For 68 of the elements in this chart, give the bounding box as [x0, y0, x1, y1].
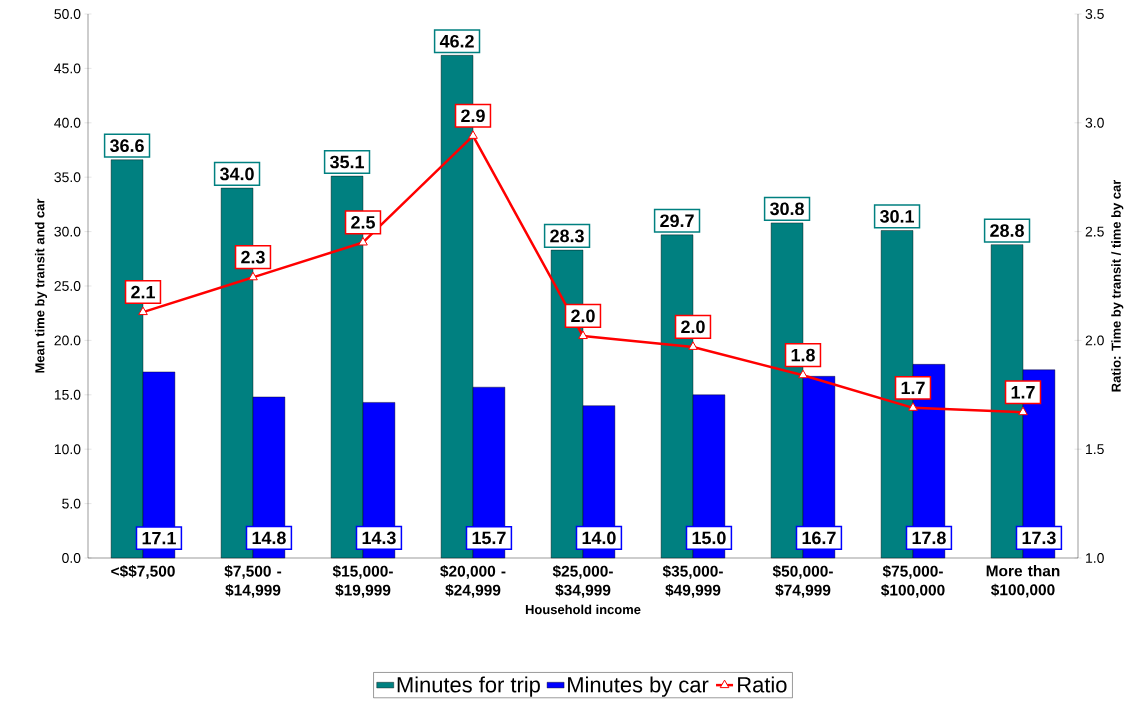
- data-label: 35.1: [330, 155, 365, 169]
- data-label: 28.3: [550, 229, 584, 243]
- data-label: 2.1: [131, 285, 155, 299]
- data-label: 30.8: [770, 202, 804, 216]
- data-label: 30.1: [880, 210, 915, 223]
- y2-tick-label: 1.0: [1086, 553, 1104, 563]
- data-label: 14.3: [362, 531, 396, 545]
- point: [248, 271, 258, 281]
- x-tick-label: $25,000-$34,999: [552, 565, 613, 598]
- y-tick-label: 40.0: [54, 117, 81, 128]
- y-tick-label: 35.0: [54, 172, 81, 183]
- data-label: 1.8: [791, 348, 815, 362]
- x-tick-label: $35,000-$49,999: [662, 565, 723, 598]
- y-tick-label: 5.0: [62, 498, 81, 509]
- point: [578, 330, 588, 340]
- data-label: 46.2: [439, 34, 474, 48]
- y2-tick-label: 1.5: [1086, 444, 1104, 455]
- x-axis-title: Household income: [525, 604, 641, 615]
- data-label: 28.8: [990, 224, 1024, 237]
- data-label: 17.1: [142, 531, 176, 545]
- point: [1018, 406, 1028, 416]
- y-tick-label: 15.0: [54, 389, 81, 400]
- y2-axis-title: Ratio: Time by transit / time by car: [1111, 179, 1124, 392]
- data-label: 2.0: [571, 309, 595, 323]
- y2-tick-label: 3.5: [1085, 9, 1104, 19]
- data-label: 2.3: [241, 250, 265, 264]
- y-axis-title: Mean time by transit and car: [34, 198, 47, 373]
- data-label: 17.3: [1022, 531, 1056, 545]
- y2-tick-label: 2.5: [1085, 226, 1104, 237]
- x-tick-label: $75,000-$100,000: [881, 565, 945, 598]
- y2-tick-label: 2.0: [1085, 335, 1104, 346]
- data-label: 14.0: [582, 531, 616, 545]
- data-label: 15.7: [472, 531, 506, 545]
- data-label: 2.5: [351, 216, 375, 229]
- data-label: 1.7: [1011, 386, 1035, 399]
- x-tick-label: $50,000-$74,999: [772, 565, 833, 598]
- point: [468, 130, 478, 139]
- data-label: 29.7: [660, 214, 694, 228]
- y-tick-label: 25.0: [54, 281, 81, 291]
- legend-label: Minutes for trip: [397, 676, 540, 697]
- data-label: 2.9: [461, 109, 485, 123]
- x-tick-label: <$$7,500: [111, 565, 175, 579]
- y-tick-label: 0.0: [62, 553, 81, 563]
- point: [138, 306, 148, 316]
- x-tick-label: $7,500 - $14,999: [224, 565, 282, 598]
- point: [688, 341, 698, 350]
- y-tick-label: 45.0: [54, 63, 81, 74]
- point: [798, 369, 808, 379]
- x-tick-label: $20,000 - $24,999: [440, 565, 506, 598]
- data-label: 2.0: [681, 320, 705, 334]
- data-label: 15.0: [692, 531, 726, 545]
- data-label: 14.8: [252, 531, 286, 545]
- y-tick-label: 50.0: [54, 9, 81, 19]
- point: [908, 402, 918, 411]
- data-label: 17.8: [912, 531, 946, 545]
- legend-label: Minutes by car: [568, 676, 709, 697]
- x-tick-label: $15,000-$19,999: [332, 565, 393, 598]
- y-tick-label: 20.0: [54, 335, 81, 346]
- data-label: 16.7: [802, 531, 836, 545]
- data-label: 34.0: [220, 167, 254, 181]
- y2-tick-label: 3.0: [1085, 117, 1104, 128]
- legend-label: Ratio: [738, 676, 787, 693]
- y-tick-label: 10.0: [54, 444, 81, 455]
- x-tick-label: More than $100,000: [986, 565, 1060, 598]
- data-label: 36.6: [110, 139, 144, 153]
- y-tick-label: 30.0: [54, 226, 81, 237]
- data-label: 1.7: [901, 381, 925, 395]
- point: [358, 236, 368, 246]
